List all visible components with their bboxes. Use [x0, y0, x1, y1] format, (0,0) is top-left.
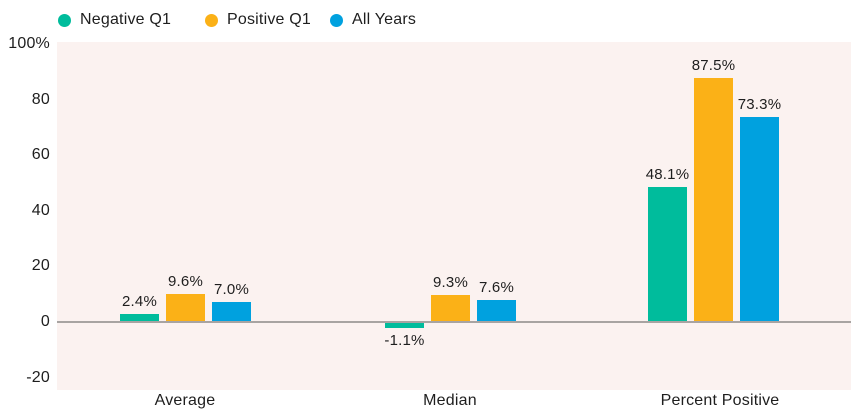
bar-value-label: 73.3% — [737, 96, 782, 113]
bar-all-years-0 — [212, 302, 251, 321]
bar-value-label: 48.1% — [645, 166, 690, 183]
legend-item-0: Negative Q1 — [58, 10, 171, 30]
legend-label: Positive Q1 — [227, 11, 312, 28]
y-tick-label: -20 — [26, 368, 50, 386]
legend-dot-icon — [330, 13, 343, 27]
bar-all-years-1 — [477, 300, 516, 321]
y-tick-label: 40 — [31, 201, 50, 219]
y-tick-label: 100% — [8, 35, 50, 52]
bar-value-label: -1.1% — [384, 332, 425, 349]
legend-label: Negative Q1 — [80, 11, 172, 28]
bar-negative-q1-0 — [120, 314, 159, 321]
bar-positive-q1-0 — [166, 294, 205, 321]
y-tick-label: 20 — [31, 257, 50, 275]
bar-negative-q1-1 — [385, 323, 424, 328]
bar-positive-q1-2 — [694, 78, 733, 321]
legend-dot-icon — [58, 13, 71, 27]
bar-value-label: 9.6% — [168, 273, 203, 290]
bar-positive-q1-1 — [431, 295, 470, 321]
legend-item-2: All Years — [330, 10, 416, 30]
legend-label: All Years — [352, 11, 417, 28]
category-label: Percent Positive — [660, 392, 780, 409]
y-tick-label: 0 — [40, 313, 50, 330]
bar-all-years-2 — [740, 117, 779, 321]
bar-value-label: 9.3% — [433, 274, 468, 291]
bar-value-label: 7.0% — [214, 281, 249, 298]
category-label: Average — [154, 392, 216, 409]
bar-value-label: 87.5% — [691, 57, 736, 74]
legend-dot-icon — [205, 13, 218, 27]
bar-negative-q1-2 — [648, 187, 687, 321]
legend-item-1: Positive Q1 — [205, 10, 311, 30]
y-tick-label: 60 — [31, 146, 50, 164]
y-tick-label: 80 — [31, 90, 50, 108]
bar-value-label: 7.6% — [479, 279, 514, 296]
zero-axis-line — [57, 321, 851, 323]
category-label: Median — [423, 392, 477, 409]
bar-value-label: 2.4% — [122, 293, 157, 310]
